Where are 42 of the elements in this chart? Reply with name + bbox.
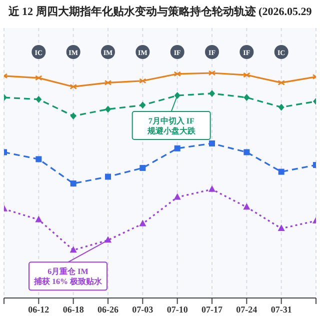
point	[278, 104, 284, 111]
point	[209, 140, 215, 146]
point	[36, 156, 42, 162]
point	[278, 80, 285, 86]
x-tick-label: 07-10	[166, 304, 188, 314]
point	[140, 164, 146, 171]
point	[209, 90, 215, 97]
point	[243, 203, 250, 210]
point	[208, 185, 216, 192]
point	[174, 193, 181, 200]
x-tick-label: 07-31	[270, 304, 292, 314]
point	[140, 102, 146, 109]
x-tick-label: 06-26	[98, 304, 119, 314]
point	[243, 72, 250, 78]
point	[70, 84, 77, 90]
point	[105, 106, 111, 113]
point	[174, 145, 180, 152]
point	[139, 220, 146, 226]
point	[105, 174, 111, 180]
x-tick-label: 07-03	[132, 304, 154, 314]
callout: 6月重仓 IM 捕获 16% 极致贴水	[28, 240, 108, 291]
chart-title: 近 12 周四大期指年化贴水变动与策略持仓轮动轨迹 (2026.05.29	[7, 4, 313, 19]
point	[36, 96, 42, 103]
point	[139, 78, 146, 84]
x-tick-label: 07-17	[202, 304, 223, 314]
point	[278, 168, 284, 175]
point	[244, 149, 250, 156]
callout: 7月中切入 IF 规避小盘大跌	[132, 95, 211, 140]
point	[244, 94, 250, 102]
point	[208, 70, 216, 76]
point	[35, 216, 42, 222]
point	[70, 112, 76, 120]
point	[174, 71, 181, 77]
point	[278, 224, 285, 231]
point	[70, 180, 76, 186]
point	[35, 75, 42, 81]
point	[70, 246, 77, 253]
annotation: 6月重仓 IM 捕获 16% 极致贴水	[33, 267, 103, 286]
x-tick-label: 07-24	[236, 304, 258, 314]
x-tick-label: 06-18	[62, 304, 84, 314]
annotation: 7月中切入 IF 规避小盘大跌	[146, 116, 196, 136]
x-tick-label: 06-12	[28, 304, 50, 314]
